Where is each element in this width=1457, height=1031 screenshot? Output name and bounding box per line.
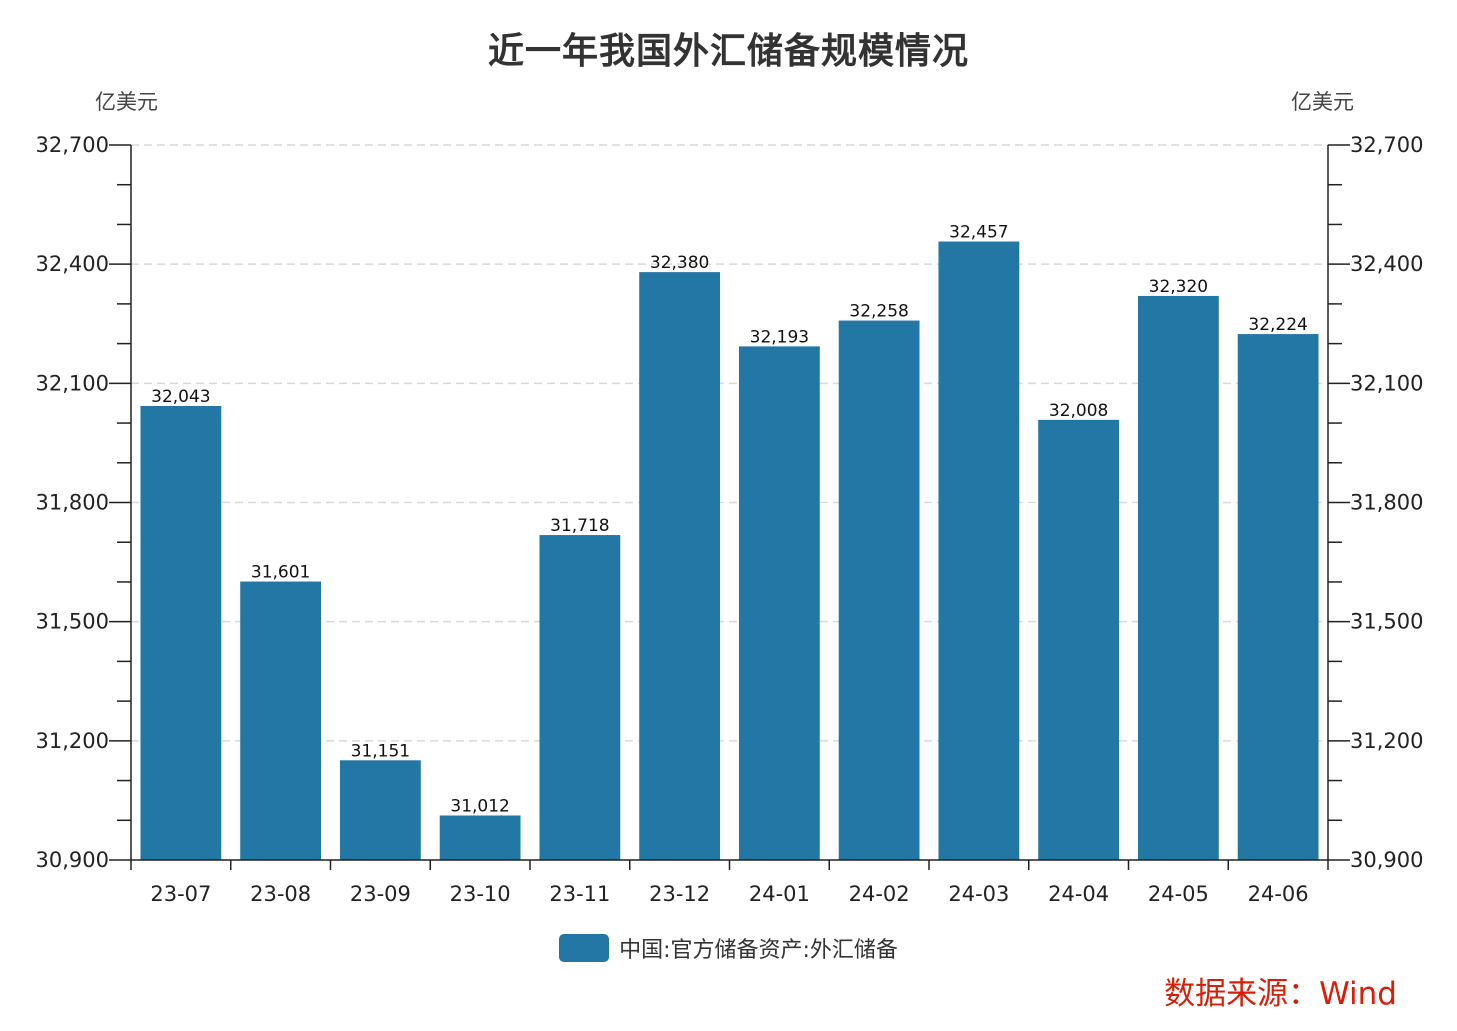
data-label-23-07: 32,043 — [151, 387, 210, 407]
x-tick-label-24-05: 24-05 — [1148, 882, 1209, 906]
x-tick-label-23-07: 23-07 — [150, 882, 211, 906]
y-tick-label-left-0: 30,900 — [36, 848, 109, 872]
data-label-23-11: 31,718 — [550, 516, 609, 536]
y-tick-label-left-3: 31,800 — [36, 491, 109, 515]
bar-23-11 — [539, 535, 621, 860]
x-tick-label-23-08: 23-08 — [250, 882, 311, 906]
legend: 中国:官方储备资产:外汇储备 — [0, 932, 1457, 964]
x-tick-label-23-10: 23-10 — [450, 882, 511, 906]
bar-24-01 — [738, 346, 820, 860]
data-label-23-08: 31,601 — [251, 563, 310, 583]
data-label-23-12: 32,380 — [650, 253, 709, 273]
data-label-24-05: 32,320 — [1149, 277, 1208, 297]
x-tick-label-24-04: 24-04 — [1048, 882, 1109, 906]
y-tick-label-right-6: 32,700 — [1350, 133, 1423, 157]
y-tick-label-left-6: 32,700 — [36, 133, 109, 157]
data-label-23-10: 31,012 — [450, 797, 509, 817]
data-label-24-02: 32,258 — [849, 302, 908, 322]
bar-23-07 — [140, 405, 222, 860]
data-label-24-04: 32,008 — [1049, 401, 1108, 421]
x-tick-label-23-09: 23-09 — [350, 882, 411, 906]
x-tick-label-24-02: 24-02 — [849, 882, 910, 906]
bar-23-10 — [439, 815, 521, 860]
y-tick-label-right-5: 32,400 — [1350, 252, 1423, 276]
chart-title: 近一年我国外汇储备规模情况 — [487, 31, 969, 72]
axes: 30,900 30,900 31,200 31,200 31,500 31,500 31,8… — [36, 133, 1424, 906]
source-note: 数据来源：Wind — [1164, 976, 1397, 1012]
data-label-24-03: 32,457 — [949, 223, 1008, 243]
bar-24-04 — [1038, 419, 1120, 860]
y-tick-label-left-5: 32,400 — [36, 252, 109, 276]
data-label-23-09: 31,151 — [351, 741, 410, 761]
x-tick-label-23-11: 23-11 — [549, 882, 610, 906]
bar-24-05 — [1137, 295, 1219, 860]
legend-swatch — [559, 934, 610, 962]
y-axis-unit-right: 亿美元 — [1291, 90, 1354, 114]
y-tick-label-right-0: 30,900 — [1350, 848, 1423, 872]
x-tick-label-24-03: 24-03 — [948, 882, 1009, 906]
y-tick-label-right-3: 31,800 — [1350, 491, 1423, 515]
data-label-24-01: 32,193 — [750, 327, 809, 347]
bar-24-03 — [938, 241, 1020, 860]
bar-23-09 — [339, 760, 421, 860]
bar-23-12 — [639, 272, 721, 861]
data-labels: 32,043 31,601 31,151 31,012 31,718 32,380 32,1… — [151, 223, 1308, 817]
y-tick-label-left-1: 31,200 — [36, 729, 109, 753]
bar-24-06 — [1237, 334, 1319, 861]
y-axis-unit-left: 亿美元 — [95, 90, 158, 114]
y-tick-label-right-2: 31,500 — [1350, 610, 1423, 634]
y-tick-label-left-4: 32,100 — [36, 371, 109, 395]
y-tick-label-left-2: 31,500 — [36, 610, 109, 634]
x-tick-label-24-06: 24-06 — [1248, 882, 1309, 906]
y-tick-label-right-4: 32,100 — [1350, 371, 1423, 395]
x-tick-label-23-12: 23-12 — [649, 882, 710, 906]
bar-23-08 — [240, 581, 322, 860]
legend-label: 中国:官方储备资产:外汇储备 — [619, 938, 898, 963]
x-tick-label-24-01: 24-01 — [749, 882, 810, 906]
grid-lines — [131, 144, 1328, 742]
data-label-24-06: 32,224 — [1248, 315, 1307, 335]
y-tick-label-right-1: 31,200 — [1350, 729, 1423, 753]
bar-24-02 — [838, 320, 920, 860]
bar-series — [140, 241, 1319, 861]
